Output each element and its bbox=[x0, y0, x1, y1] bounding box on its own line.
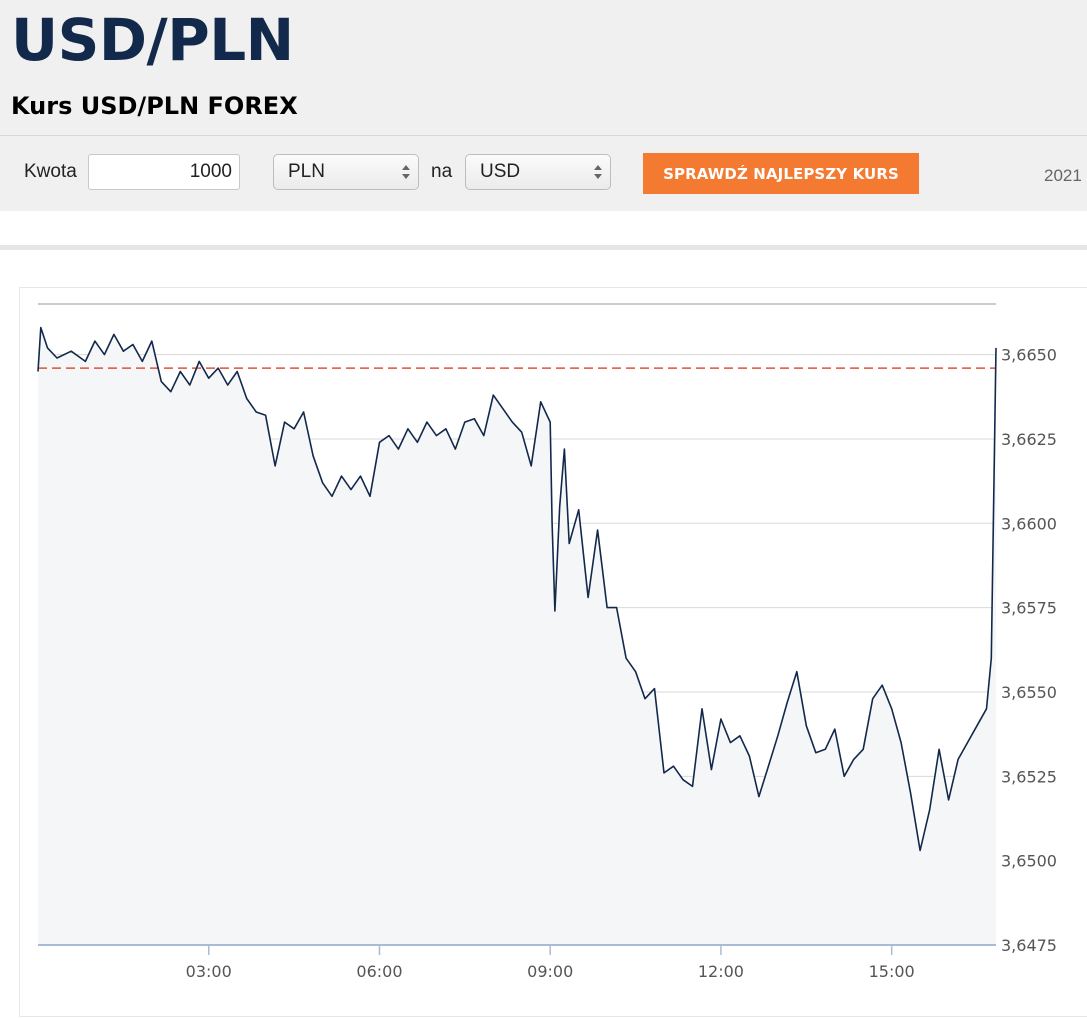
to-currency-select[interactable]: USD bbox=[465, 154, 611, 190]
amount-input[interactable] bbox=[88, 154, 240, 190]
x-tick-label: 09:00 bbox=[527, 962, 573, 981]
y-tick-label: 3,6650 bbox=[1001, 346, 1057, 365]
y-tick-label: 3,6550 bbox=[1001, 683, 1057, 702]
select-arrows-icon bbox=[594, 165, 602, 179]
amount-label: Kwota bbox=[24, 161, 77, 182]
x-tick-label: 15:00 bbox=[869, 962, 915, 981]
y-tick-label: 3,6525 bbox=[1001, 767, 1057, 786]
chart-container: 3,6475 3,6500 3,6525 3,6550 3,6575 3,6600 3,66… bbox=[19, 287, 1087, 1017]
y-tick-label: 3,6575 bbox=[1001, 599, 1057, 618]
x-tick-label: 03:00 bbox=[186, 962, 232, 981]
section-divider bbox=[0, 245, 1087, 250]
y-tick-label: 3,6600 bbox=[1001, 514, 1057, 533]
page-title: USD/PLN bbox=[11, 6, 294, 74]
from-currency-value: PLN bbox=[288, 161, 325, 182]
y-tick-label: 3,6475 bbox=[1001, 936, 1057, 955]
date-text: 2021 bbox=[1044, 166, 1082, 185]
header-panel: USD/PLN Kurs USD/PLN FOREX Kwota PLN na … bbox=[0, 0, 1087, 211]
line-chart[interactable]: 3,6475 3,6500 3,6525 3,6550 3,6575 3,6600 3,66… bbox=[20, 288, 1087, 1018]
x-tick-label: 12:00 bbox=[698, 962, 744, 981]
x-tick-label: 06:00 bbox=[356, 962, 402, 981]
page-subtitle: Kurs USD/PLN FOREX bbox=[11, 92, 298, 120]
series-line bbox=[37, 326, 997, 852]
y-tick-label: 3,6500 bbox=[1001, 852, 1057, 871]
select-arrows-icon bbox=[402, 165, 410, 179]
from-currency-select[interactable]: PLN bbox=[273, 154, 419, 190]
header-divider bbox=[0, 135, 1087, 136]
y-tick-label: 3,6625 bbox=[1001, 430, 1057, 449]
series-area bbox=[38, 327, 996, 946]
to-currency-value: USD bbox=[480, 161, 521, 182]
check-best-rate-button[interactable]: SPRAWDŹ NAJLEPSZY KURS bbox=[643, 153, 919, 194]
to-label: na bbox=[431, 161, 453, 182]
